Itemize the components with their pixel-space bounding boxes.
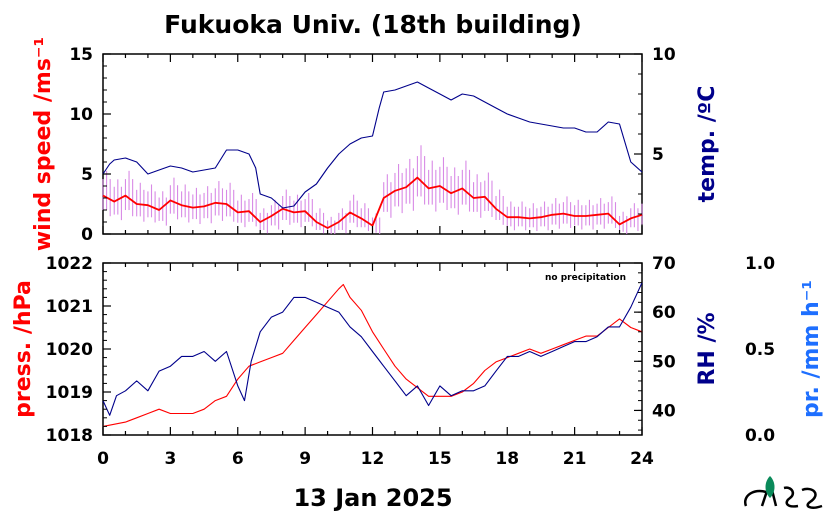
temperature-line [102, 81, 643, 209]
wind-gust-band [102, 145, 643, 234]
x-tick-label: 18 [495, 449, 519, 469]
precip-tick-label: 0.5 [745, 340, 775, 360]
x-tick-label: 12 [361, 449, 385, 469]
x-tick-label: 15 [428, 449, 452, 469]
y-left-tick-label: 0 [81, 225, 93, 245]
y-left-tick-label: 1018 [46, 426, 93, 446]
y-left-tick-label: 1022 [46, 254, 93, 274]
rh-axis-label: RH /% [695, 312, 720, 385]
precip-axis-label: pr. /mm h⁻¹ [799, 280, 824, 418]
y-right-tick-label: 70 [652, 254, 676, 274]
no-precipitation-note: no precipitation [545, 273, 626, 283]
bottom-plot-frame [102, 262, 643, 436]
y-right-tick-label: 40 [652, 401, 676, 421]
x-tick-label: 0 [97, 449, 109, 469]
y-left-tick-label: 1021 [46, 297, 93, 317]
x-tick-label: 24 [630, 449, 654, 469]
y-right-tick-label: 60 [652, 303, 676, 323]
x-tick-label: 21 [563, 449, 587, 469]
y-left-tick-label: 1019 [46, 383, 93, 403]
x-tick-label: 9 [299, 449, 311, 469]
y-left-tick-label: 1020 [46, 340, 93, 360]
y-left-tick-label: 10 [69, 105, 93, 125]
y-left-tick-label: 15 [69, 45, 93, 65]
pressure-axis-label: press. /hPa [11, 280, 36, 418]
rh-line [102, 282, 643, 416]
x-tick-label: 6 [232, 449, 244, 469]
precip-tick-label: 1.0 [745, 254, 775, 274]
temp-axis-label: temp. /ºC [695, 86, 720, 203]
chart-title: Fukuoka Univ. (18th building) [164, 10, 582, 39]
y-right-tick-label: 10 [652, 45, 676, 65]
bottom-panel: 0 3 6 9 12 15 18 21 24 1018 1019 1020 1021 1022 40 50 60… [11, 254, 824, 469]
wind-speed-line [102, 176, 643, 229]
precip-tick-label: 0.0 [745, 426, 775, 446]
y-left-tick-label: 5 [81, 165, 93, 185]
date-label: 13 Jan 2025 [293, 484, 452, 512]
y-right-tick-label: 5 [652, 145, 664, 165]
pressure-line [102, 283, 643, 427]
top-panel: 0 5 10 15 5 10 wind speed /ms⁻¹ temp. /ºC [31, 37, 720, 251]
institution-logo [743, 476, 823, 509]
x-tick-label: 3 [164, 449, 176, 469]
y-right-tick-label: 50 [652, 352, 676, 372]
wind-speed-axis-label: wind speed /ms⁻¹ [31, 37, 56, 251]
top-plot-frame [102, 53, 643, 235]
